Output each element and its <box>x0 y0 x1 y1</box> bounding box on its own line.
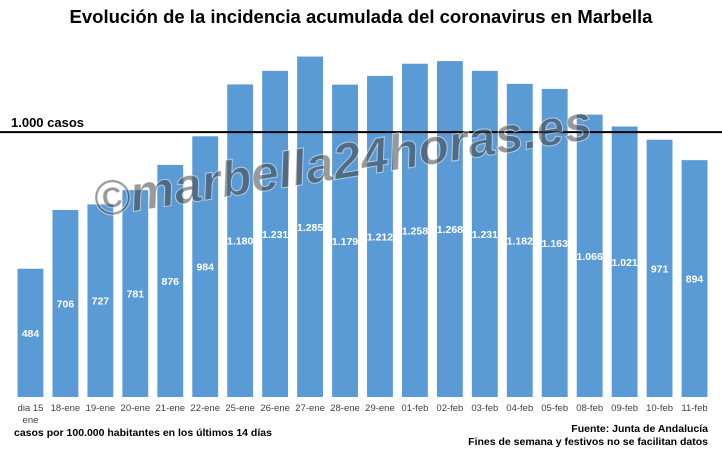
data-label-18: 971 <box>651 263 669 275</box>
data-label-1: 706 <box>57 298 75 310</box>
data-label-7: 1.231 <box>262 229 288 241</box>
x-tick-label-0: dia 15 ene <box>18 403 44 426</box>
data-note: Fines de semana y festivos no se facilit… <box>468 436 708 448</box>
source-label: Fuente: Junta de Andalucía <box>571 423 708 435</box>
x-tick-label-4: 21-ene <box>155 403 185 414</box>
x-tick-label-1: 18-ene <box>51 403 81 414</box>
data-labels-layer: 484 706 727 781 876 984 1.180 1.231 1.285 1.179 1.… <box>22 222 704 340</box>
x-tick-label-2: 19-ene <box>86 403 116 414</box>
x-tick-label-15: 05-feb <box>541 403 568 414</box>
bar-8 <box>297 56 323 397</box>
reference-line-label: 1.000 casos <box>11 115 84 130</box>
bar-2 <box>87 204 114 397</box>
bars-layer <box>17 56 708 398</box>
data-label-19: 894 <box>686 274 704 286</box>
data-label-12: 1.268 <box>437 224 463 236</box>
bar-11 <box>401 63 428 397</box>
bar-1 <box>52 209 79 397</box>
data-label-13: 1.231 <box>472 229 498 241</box>
x-tick-label-7: 26-ene <box>260 403 290 414</box>
bar-12 <box>436 61 463 397</box>
data-label-3: 781 <box>127 289 145 301</box>
bar-16 <box>576 114 603 397</box>
bar-18 <box>646 139 673 397</box>
x-axis-ticks: dia 15 ene 18-ene 19-ene 20-ene 21-ene 22-ene 2… <box>18 403 708 426</box>
bar-17 <box>611 126 638 397</box>
x-tick-label-11: 01-feb <box>401 403 428 414</box>
x-tick-label-12: 02-feb <box>436 403 463 414</box>
x-tick-label-16: 08-feb <box>576 403 603 414</box>
bar-7 <box>262 70 289 397</box>
bar-19 <box>681 160 708 397</box>
data-label-16: 1.066 <box>577 251 603 263</box>
bar-15 <box>541 88 568 397</box>
bar-4 <box>157 164 184 397</box>
x-tick-label-6: 25-ene <box>225 403 255 414</box>
data-label-8: 1.285 <box>297 222 323 234</box>
bar-10 <box>367 75 393 397</box>
data-label-11: 1.258 <box>402 225 428 237</box>
x-tick-label-8: 27-ene <box>295 403 325 414</box>
data-label-4: 876 <box>162 276 180 288</box>
data-label-6: 1.180 <box>227 236 253 248</box>
data-label-2: 727 <box>92 296 110 308</box>
bar-6 <box>227 84 254 397</box>
data-label-14: 1.182 <box>507 235 533 247</box>
bar-0 <box>17 268 44 397</box>
x-tick-label-14: 04-feb <box>506 403 533 414</box>
bar-14 <box>506 83 533 398</box>
x-tick-label-10: 29-ene <box>365 403 395 414</box>
x-tick-label-13: 03-feb <box>471 403 498 414</box>
data-label-17: 1.021 <box>611 257 637 269</box>
data-label-0: 484 <box>22 328 40 340</box>
x-tick-label-17: 09-feb <box>611 403 638 414</box>
bar-3 <box>122 190 149 397</box>
data-label-15: 1.163 <box>542 238 568 250</box>
x-tick-label-18: 10-feb <box>646 403 673 414</box>
data-label-5: 984 <box>196 262 214 274</box>
bar-13 <box>471 70 498 397</box>
bar-9 <box>332 84 358 398</box>
x-tick-label-9: 28-ene <box>330 403 360 414</box>
footnote-units: casos por 100.000 habitantes en los últi… <box>14 427 272 439</box>
data-label-9: 1.179 <box>332 236 358 248</box>
data-label-10: 1.212 <box>367 231 393 243</box>
bar-5 <box>192 136 219 397</box>
chart-title: Evolución de la incidencia acumulada del… <box>70 6 654 27</box>
x-tick-label-3: 20-ene <box>121 403 151 414</box>
x-tick-label-19: 11-feb <box>681 403 707 414</box>
x-tick-label-5: 22-ene <box>190 403 220 414</box>
